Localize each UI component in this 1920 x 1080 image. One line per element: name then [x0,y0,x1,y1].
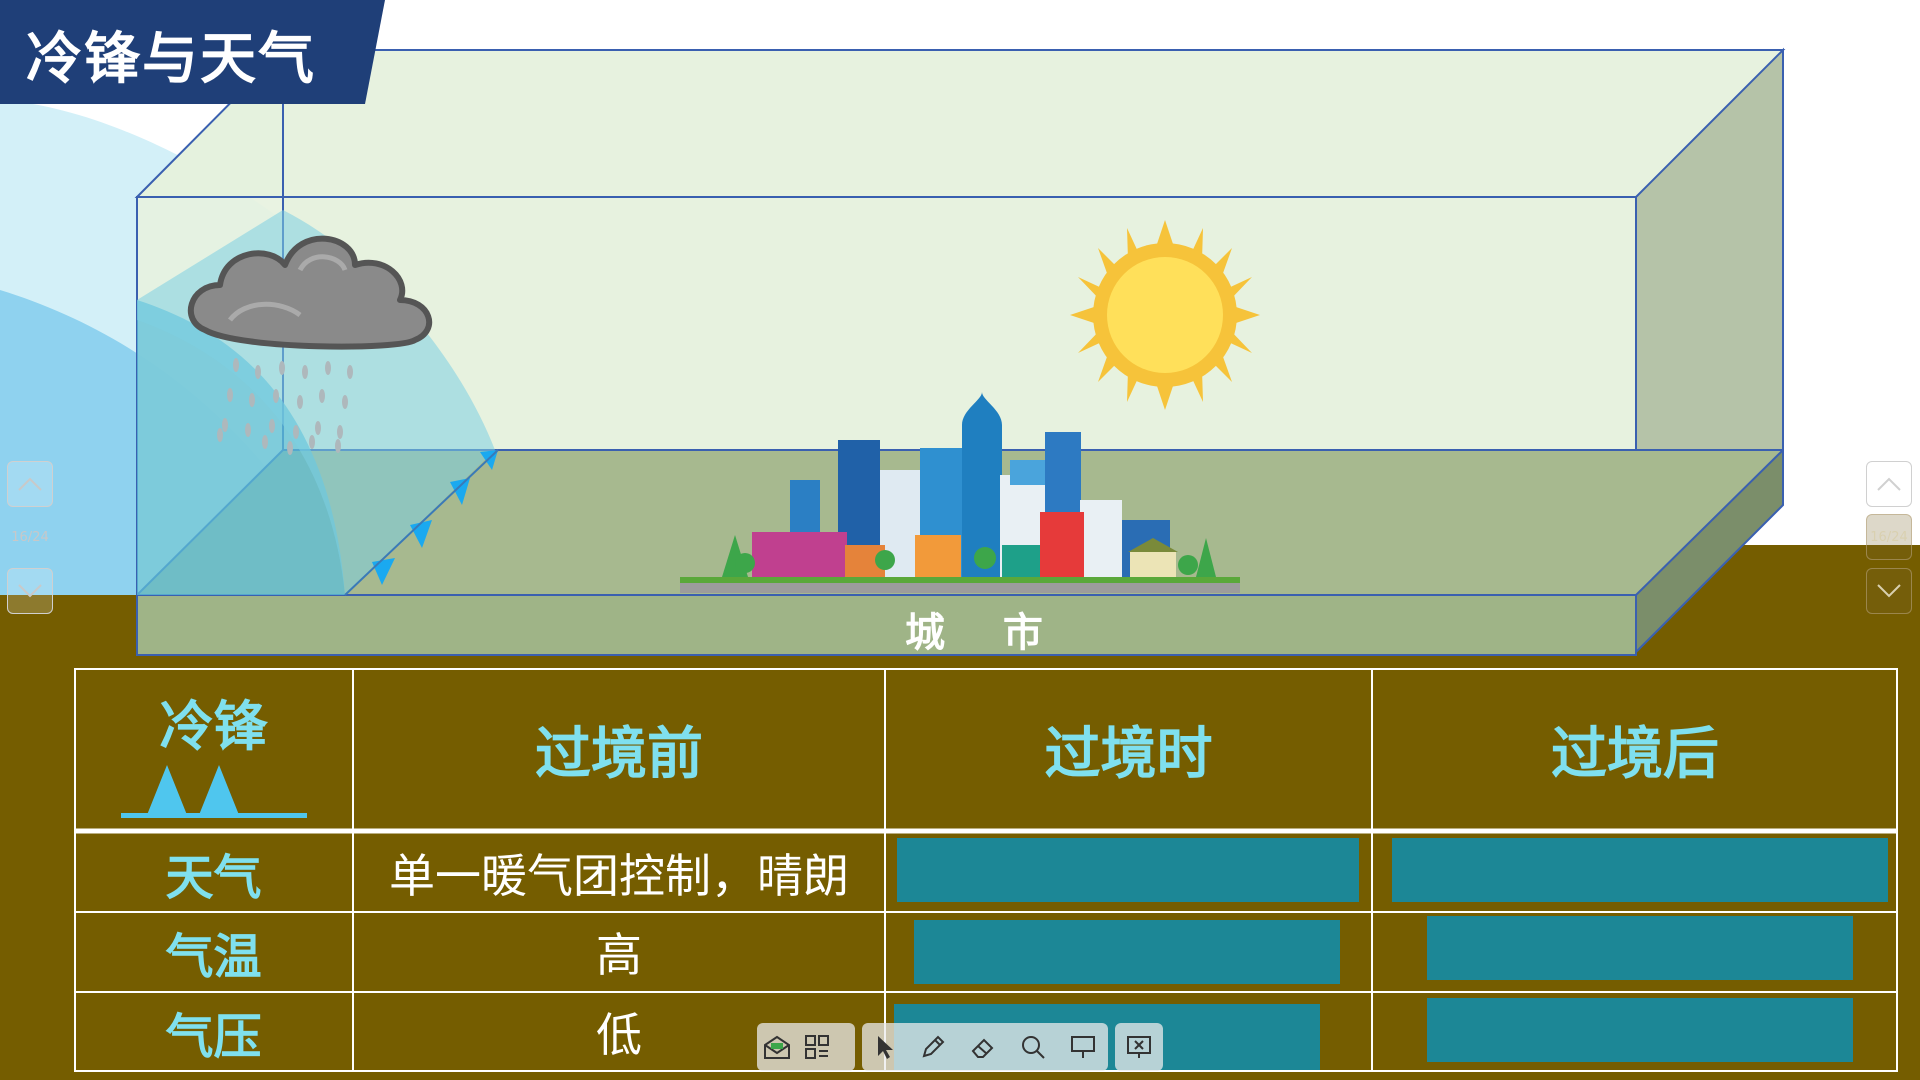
box-base-front [136,594,1637,656]
answer-cover-weather-after[interactable] [1392,838,1888,902]
answer-cover-weather-during[interactable] [897,838,1359,902]
pointer-icon[interactable] [862,1027,908,1067]
title-banner [0,0,385,104]
answer-cover-pressure-after[interactable] [1427,998,1853,1062]
header-after: 过境后 [1372,668,1898,831]
toolbar-right-group [1115,1023,1163,1071]
header-after-label: 过境后 [1551,722,1719,787]
presentation-icon[interactable] [1058,1027,1108,1067]
prev-page-button[interactable] [7,461,53,507]
cold-front-legend-icon [120,765,307,818]
row-weather-text: 天气 [165,849,262,906]
header-before-label: 过境前 [535,722,703,787]
row-weather-before-text: 单一暖气团控制，晴朗 [389,848,849,903]
search-icon[interactable] [1008,1027,1058,1067]
cold-front-line [344,449,499,596]
header-during-label: 过境时 [1044,722,1213,787]
box-base-right [1635,447,1784,655]
inbox-icon[interactable] [757,1027,797,1067]
toolbar-tools-group [862,1023,1108,1071]
row-temperature-before: 高 [353,912,885,992]
corner-label: 冷锋 [159,695,268,758]
chevron-down-icon [18,584,42,598]
cold-front-table: 冷锋 过境前 过境时 过境后 天气 单一暖气团控制，晴朗 气温 高 气压 低 [74,668,1898,1072]
exit-slideshow-icon[interactable] [1115,1027,1163,1067]
rain-drops [217,358,353,455]
page-indicator-right-box: 16/24 [1866,514,1912,560]
page-title: 冷锋与天气 [26,27,316,92]
row-temperature-before-text: 高 [596,928,642,982]
row-weather-label: 天气 [74,833,353,912]
header-during: 过境时 [885,668,1372,831]
city-illustration [680,392,1240,593]
row-pressure-before-text: 低 [596,1008,642,1062]
chevron-up-icon [18,477,42,491]
pen-icon[interactable] [908,1027,958,1067]
row-temperature-text: 气温 [165,929,262,985]
corner-cell: 冷锋 [74,668,353,831]
table-grid [74,668,1898,1072]
prev-page-button-right[interactable] [1866,461,1912,507]
next-page-button-right[interactable] [1866,568,1912,614]
page-indicator-left: 16/24 [11,530,49,545]
answer-cover-temperature-during[interactable] [914,920,1340,984]
sun-icon [1070,220,1260,410]
chevron-down-icon [1877,584,1901,598]
apps-grid-icon[interactable] [797,1027,837,1067]
cold-air-wedge [137,300,345,595]
rain-cloud-icon [187,235,433,350]
row-pressure-label: 气压 [74,992,353,1072]
row-weather-before: 单一暖气团控制，晴朗 [353,833,885,912]
answer-cover-temperature-after[interactable] [1427,916,1853,980]
chevron-up-icon [1877,477,1901,491]
city-label: 城 市 [905,610,1065,656]
row-pressure-before: 低 [353,992,885,1072]
header-before: 过境前 [353,668,885,831]
toolbar-left-group [757,1023,855,1071]
row-pressure-text: 气压 [165,1009,262,1065]
eraser-icon[interactable] [958,1027,1008,1067]
page-indicator-right: 16/24 [1870,529,1908,545]
row-temperature-label: 气温 [74,912,353,992]
next-page-button[interactable] [7,568,53,614]
